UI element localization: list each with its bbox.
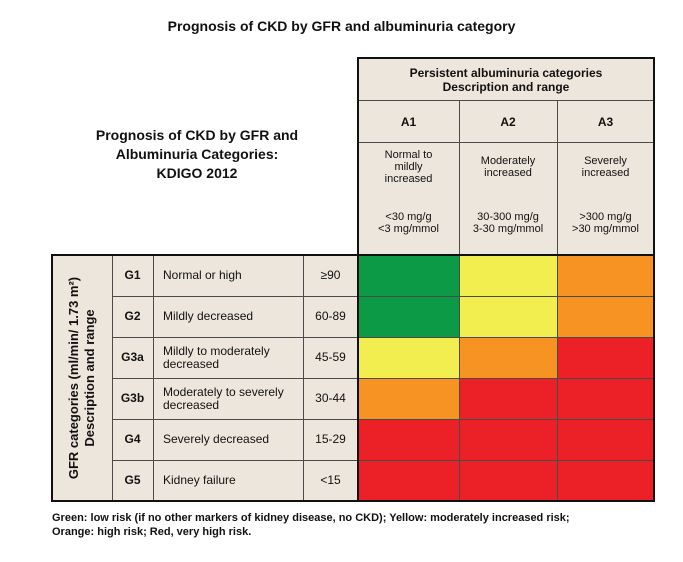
row-code-g3a: G3a — [121, 350, 144, 364]
col-range-a3-line1: >300 mg/g — [579, 211, 632, 223]
row-range-g5: <15 — [320, 473, 341, 487]
row-range-g4: 15-29 — [315, 432, 346, 446]
risk-legend: Green: low risk (if no other markers of … — [52, 511, 672, 539]
col-code-a3: A3 — [597, 115, 614, 129]
row-code-g4: G4 — [124, 432, 141, 446]
risk-cell-g3b-a2 — [459, 378, 557, 419]
row-range-g3b: 30-44 — [315, 391, 346, 405]
risk-cell-g3b-a1 — [358, 378, 459, 419]
col-desc-a3: Severely increased — [581, 155, 630, 179]
albuminuria-header-line1: Persistent albuminuria categories — [409, 66, 603, 80]
albuminuria-categories-header: Persistent albuminuria categories Descri… — [358, 60, 654, 100]
risk-cell-g2-a1 — [358, 296, 459, 337]
row-code-g5: G5 — [124, 473, 141, 487]
col-range-a2: 30-300 mg/g 3-30 mg/mmol — [459, 203, 557, 243]
risk-cell-g3a-a2 — [459, 337, 557, 378]
row-desc-g3a: Mildly to moderately decreased — [163, 343, 270, 371]
col-range-a1-line1: <30 mg/g — [385, 211, 432, 223]
row-desc-g3b: Moderately to severely decreased — [163, 384, 284, 412]
row-range-g1: ≥90 — [320, 268, 341, 282]
col-range-a2-line1: 30-300 mg/g — [477, 211, 539, 223]
risk-cell-g2-a3 — [557, 296, 654, 337]
col-range-a1-line2: <3 mg/mmol — [378, 223, 439, 235]
row-desc-g1: Normal or high — [163, 268, 242, 282]
col-range-a2-line2: 3-30 mg/mmol — [472, 223, 544, 235]
risk-cell-g3b-a3 — [557, 378, 654, 419]
col-desc-a2: Moderately increased — [480, 155, 536, 179]
legend-line1: Green: low risk (if no other markers of … — [52, 512, 570, 524]
col-range-a3-line2: >30 mg/mmol — [572, 223, 639, 235]
risk-cell-g1-a3 — [557, 255, 654, 296]
col-code-a1: A1 — [400, 115, 417, 129]
gfr-header-line2: Description and range — [82, 309, 97, 447]
gfr-categories-header: GFR categories (ml/min/ 1.73 m²) Descrip… — [52, 255, 112, 501]
col-range-a3: >300 mg/g >30 mg/mmol — [557, 203, 654, 243]
risk-cell-g3a-a1 — [358, 337, 459, 378]
risk-cell-g5-a3 — [557, 460, 654, 501]
risk-cell-g4-a2 — [459, 419, 557, 460]
row-desc-g5: Kidney failure — [163, 473, 236, 487]
row-code-g3b: G3b — [120, 391, 145, 405]
risk-cell-g3a-a3 — [557, 337, 654, 378]
col-code-a2: A2 — [500, 115, 516, 129]
risk-cell-g1-a2 — [459, 255, 557, 296]
risk-cell-g5-a2 — [459, 460, 557, 501]
albuminuria-header-line2: Description and range — [442, 80, 570, 94]
risk-cell-g1-a1 — [358, 255, 459, 296]
gfr-header-line1: GFR categories (ml/min/ 1.73 m²) — [66, 276, 81, 480]
legend-line2: Orange: high risk; Red, very high risk. — [52, 526, 252, 538]
row-range-g3a: 45-59 — [315, 350, 346, 364]
col-range-a1: <30 mg/g <3 mg/mmol — [358, 203, 459, 243]
row-code-g2: G2 — [124, 309, 141, 323]
risk-cell-g5-a1 — [358, 460, 459, 501]
row-desc-g2: Mildly decreased — [163, 309, 254, 323]
matrix-title: Prognosis of CKD by GFR and Albuminuria … — [95, 126, 299, 181]
albuminuria-header-panel — [358, 58, 654, 255]
row-range-g2: 60-89 — [315, 309, 346, 323]
risk-cell-g4-a3 — [557, 419, 654, 460]
col-desc-a1: Normal to mildly increased — [384, 149, 433, 185]
row-desc-g4: Severely decreased — [163, 432, 270, 446]
page-title: Prognosis of CKD by GFR and albuminuria … — [167, 18, 516, 34]
risk-cell-g4-a1 — [358, 419, 459, 460]
risk-cell-g2-a2 — [459, 296, 557, 337]
row-code-g1: G1 — [124, 268, 141, 282]
